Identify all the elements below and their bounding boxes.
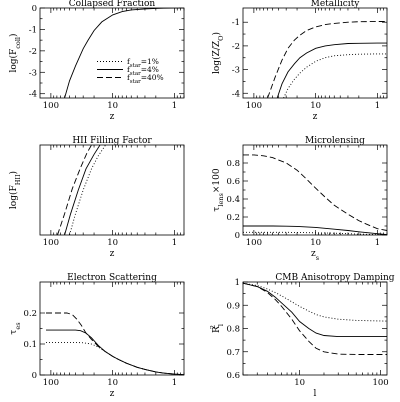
panel-metallicity: 100 10 1 -1 -2 -3 -4 Metallicity z log(Z/ZO): [211, 0, 388, 122]
y-tick-label: 0.2: [23, 309, 37, 319]
x-tick-label: 10: [107, 238, 118, 248]
y-tick-label: -1: [232, 18, 240, 28]
plot-area-electron-scattering: [39, 281, 185, 376]
y-tick-label: 0.9: [226, 301, 240, 311]
y-tick-label: 0.6: [226, 371, 240, 381]
x-tick-label: 100: [372, 378, 388, 388]
panel-hii-filling-factor: 100 10 1 HII Filling Factor z log(FHII): [8, 136, 185, 259]
y-axis-label: log(FHII): [8, 171, 22, 209]
y-tick-label: 0.1: [23, 340, 37, 350]
chart-title: Metallicity: [311, 0, 361, 9]
x-tick-label: 100: [246, 101, 262, 111]
x-tick-label: 1: [172, 238, 177, 248]
plot-area-microlensing: [242, 144, 388, 236]
x-tick-label: 10: [294, 378, 305, 388]
y-tick-label: 0: [235, 231, 240, 241]
x-axis-label: z: [110, 389, 115, 399]
series-line-dashed: [243, 282, 387, 355]
chart-title: Microlensing: [305, 136, 365, 146]
series-line-dashed: [243, 154, 387, 231]
x-axis-label: zs: [311, 249, 319, 262]
x-tick-label: 10: [310, 101, 321, 111]
y-tick-label: 0: [32, 4, 37, 14]
x-tick-label: 100: [43, 101, 59, 111]
y-axis-label: τlens×100: [212, 168, 225, 211]
legend-label: fstar=40%: [127, 73, 164, 85]
y-tick-label: 0.7: [226, 348, 240, 358]
y-tick-label: 0.8: [226, 159, 240, 169]
x-tick-label: 1: [375, 101, 380, 111]
x-tick-label: 10: [107, 101, 118, 111]
x-tick-label: 100: [43, 378, 59, 388]
series-line-solid: [243, 282, 387, 338]
y-tick-label: 0.4: [226, 195, 240, 205]
y-tick-label: -4: [232, 89, 240, 99]
series-line-solid: [64, 8, 184, 98]
series-line-dotted: [46, 341, 184, 375]
x-tick-label: 10: [107, 378, 118, 388]
y-tick-label: -3: [29, 68, 37, 78]
y-tick-label: -2: [232, 42, 240, 52]
plot-area-cmb-anisotropy-damping: [242, 281, 388, 376]
x-tick-label: 10: [310, 238, 321, 248]
x-axis-label: z: [110, 112, 115, 122]
y-tick-label: 0: [32, 371, 37, 381]
panel-microlensing: 100 10 100.20.40.60.8Microlensingzsτlens×1…: [212, 136, 388, 262]
chart-title: Electron Scattering: [67, 273, 157, 283]
series-line-dashed: [57, 145, 92, 235]
series-line-solid: [276, 42, 387, 98]
y-tick-label: 0.6: [226, 177, 240, 187]
series-line-dotted: [69, 145, 106, 235]
x-axis-label: l: [314, 389, 317, 399]
legend: fstar=1%fstar=4%fstar=40%: [97, 57, 164, 85]
series-line-dotted: [243, 231, 387, 235]
chart-title: CMB Anisotropy Damping: [275, 273, 394, 283]
plot-area-collapsed-fraction: [39, 7, 185, 99]
series-line-solid: [46, 329, 184, 375]
y-tick-label: -3: [232, 66, 240, 76]
x-axis-label: z: [110, 249, 115, 259]
x-tick-label: 100: [246, 238, 262, 248]
x-tick-label: 100: [43, 238, 59, 248]
y-axis-label: log(Z/ZO): [211, 32, 225, 74]
x-tick-label: 1: [375, 238, 380, 248]
y-tick-label: -4: [29, 90, 37, 100]
series-line-dotted: [243, 282, 387, 322]
y-tick-label: 0.2: [226, 213, 240, 223]
y-tick-label: -2: [29, 47, 37, 57]
series-line-solid: [243, 225, 387, 235]
x-tick-label: 1: [172, 101, 177, 111]
legend-label: fstar=4%: [127, 65, 159, 77]
plot-area-metallicity: [242, 7, 388, 99]
chart-title: Collapsed Fraction: [69, 0, 156, 9]
series-line-dotted: [283, 53, 387, 98]
series-line-dashed: [46, 312, 184, 375]
legend-label: fstar=1%: [127, 57, 159, 69]
y-tick-label: 0.8: [226, 325, 240, 335]
y-tick-label: 1: [235, 278, 240, 288]
x-axis-label: z: [313, 112, 318, 122]
panel-cmb-anisotropy-damping: 10 100 0.6 0.7 0.8 0.9 1 CMB Anisotropy Damping…: [209, 273, 395, 399]
chart-title: HII Filling Factor: [72, 136, 152, 146]
y-tick-label: -1: [29, 25, 37, 35]
y-axis-label: log(Fcoll): [8, 33, 22, 72]
series-line-solid: [64, 145, 101, 235]
plot-area-hii-filling-factor: [39, 144, 185, 236]
series-line-dashed: [267, 21, 387, 98]
x-tick-label: 1: [172, 378, 177, 388]
y-axis-label: τes: [9, 322, 22, 334]
y-axis-label: Rl2: [209, 324, 225, 333]
